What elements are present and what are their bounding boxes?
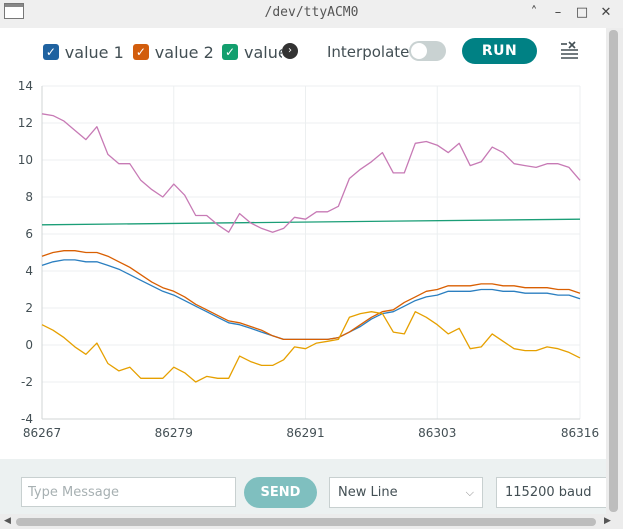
- y-tick-label: 6: [25, 227, 33, 241]
- series-line-3: [41, 218, 581, 226]
- y-tick-label: -4: [21, 412, 33, 426]
- x-tick-label: 86291: [286, 426, 324, 440]
- legend-label: value 3: [244, 42, 282, 62]
- legend-label: value 2: [154, 42, 213, 62]
- x-tick-label: 86279: [155, 426, 193, 440]
- baud-rate-select[interactable]: 115200 baud: [496, 477, 606, 508]
- series-line-1: [41, 259, 581, 341]
- line-ending-value: New Line: [338, 485, 398, 500]
- plot-area: 86267 86279 86291 86303 86316 -4 -2 0 2 4 6 8 10 12 14: [18, 79, 599, 440]
- y-tick-label: 12: [18, 116, 33, 130]
- y-tick-label: 4: [25, 264, 33, 278]
- run-button[interactable]: RUN: [462, 38, 537, 64]
- window-controls: ˄ – □ ✕: [523, 4, 617, 22]
- toggle-knob: [411, 43, 427, 59]
- maximize-icon[interactable]: □: [575, 5, 589, 20]
- line-ending-select[interactable]: New Line ⌵: [329, 477, 483, 508]
- legend-scroll-right-icon[interactable]: ›: [282, 43, 298, 59]
- close-icon[interactable]: ✕: [600, 5, 612, 20]
- send-button[interactable]: SEND: [244, 477, 317, 508]
- message-input[interactable]: [21, 477, 236, 507]
- y-tick-label: 2: [25, 301, 33, 315]
- series-line-4: [41, 311, 581, 383]
- checkbox-checked-icon[interactable]: ✓: [222, 44, 238, 60]
- series-line-5: [41, 113, 581, 233]
- baud-rate-value: 115200 baud: [505, 485, 592, 500]
- minimize-icon[interactable]: ˄: [530, 5, 538, 20]
- legend-item-value-3[interactable]: ✓ value 3: [222, 42, 282, 62]
- y-tick-label: 14: [18, 79, 33, 93]
- clear-list-icon[interactable]: [560, 41, 578, 59]
- plotter-toolbar: ✓ value 1 ✓ value 2 ✓ value 3 › Interpol…: [0, 28, 606, 76]
- checkbox-checked-icon[interactable]: ✓: [133, 44, 149, 60]
- scrollbar-thumb[interactable]: [16, 518, 596, 526]
- scroll-left-icon[interactable]: ◀: [4, 516, 11, 526]
- x-tick-label: 86267: [23, 426, 61, 440]
- vertical-scrollbar[interactable]: [606, 28, 623, 514]
- legend-item-value-2[interactable]: ✓ value 2: [133, 42, 213, 62]
- y-tick-label: -2: [21, 375, 33, 389]
- series-line-2: [41, 250, 581, 341]
- window-title: /dev/ttyACM0: [264, 5, 359, 20]
- app-window-icon: [4, 3, 24, 19]
- y-tick-label: 8: [25, 190, 33, 204]
- title-bar: /dev/ttyACM0 ˄ – □ ✕: [0, 0, 623, 29]
- interpolate-toggle[interactable]: [409, 41, 446, 61]
- y-tick-label: 10: [18, 153, 33, 167]
- scroll-right-icon[interactable]: ▶: [604, 516, 611, 526]
- y-tick-label: 0: [25, 338, 33, 352]
- checkbox-checked-icon[interactable]: ✓: [43, 44, 59, 60]
- legend-label: value 1: [64, 42, 123, 62]
- legend-item-value-1[interactable]: ✓ value 1: [43, 42, 123, 62]
- chevron-down-icon: ⌵: [465, 486, 474, 499]
- serial-footer: SEND New Line ⌵ 115200 baud: [0, 459, 606, 514]
- interpolate-label: Interpolate: [327, 43, 410, 61]
- restore-icon[interactable]: –: [554, 5, 562, 20]
- horizontal-scrollbar[interactable]: ◀ ▶: [0, 514, 623, 529]
- x-tick-label: 86316: [561, 426, 599, 440]
- scrollbar-thumb[interactable]: [609, 30, 618, 512]
- serial-plotter: ✓ value 1 ✓ value 2 ✓ value 3 › Interpol…: [0, 28, 606, 459]
- x-tick-label: 86303: [418, 426, 456, 440]
